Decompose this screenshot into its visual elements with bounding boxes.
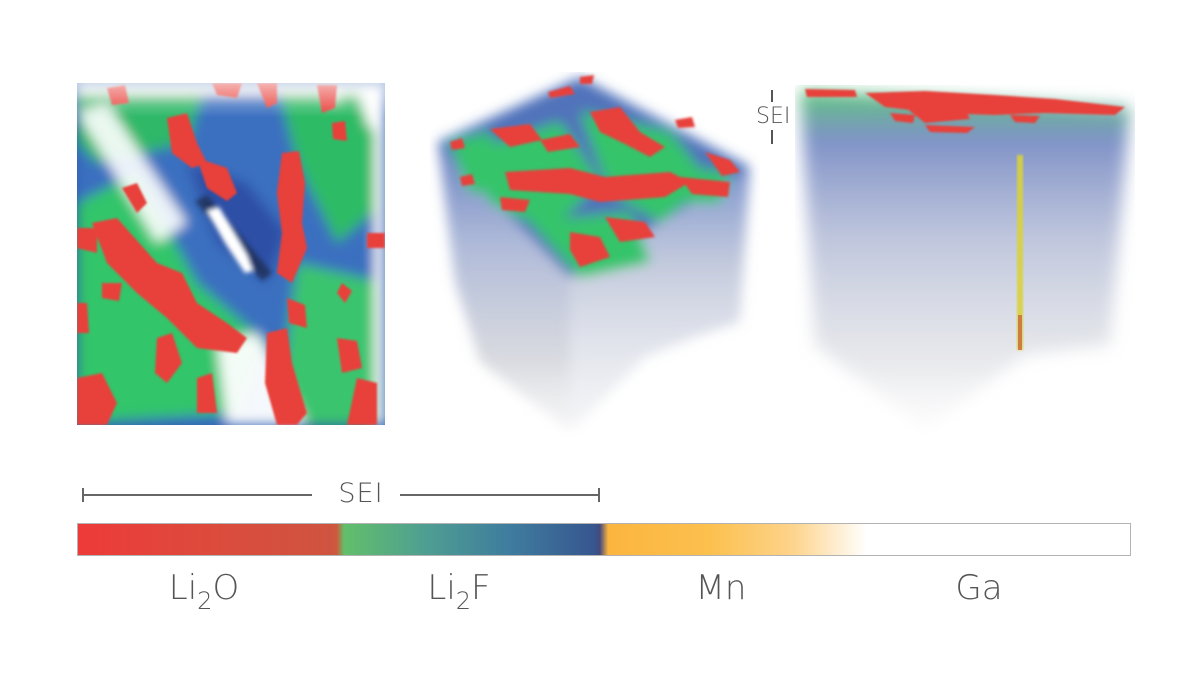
- legend-label-mn: Mn: [641, 568, 801, 608]
- bracket-right-tick: [598, 488, 600, 502]
- mn-dendrite-column: [1017, 155, 1023, 350]
- isometric-view-panel: [430, 72, 760, 437]
- sei-bracket-label: SEI: [338, 478, 384, 509]
- li2o-tail: O: [212, 568, 240, 608]
- li2o-main: Li: [168, 568, 198, 608]
- bracket-left-line: [82, 494, 312, 496]
- top-view-panel: [77, 83, 385, 425]
- isometric-view-image: [438, 75, 750, 432]
- top-view-image: [77, 83, 385, 425]
- sei-top-tick: [771, 90, 773, 102]
- li2f-main: Li: [427, 568, 456, 608]
- li2f-subscript: 2: [455, 587, 472, 615]
- li2f-tail: F: [471, 568, 491, 608]
- bracket-right-line: [400, 494, 600, 496]
- li2o-subscript: 2: [197, 587, 213, 615]
- legend-label-li2o: Li2O: [124, 568, 284, 615]
- mn-main: Mn: [695, 568, 747, 608]
- side-view-image: [800, 89, 1130, 430]
- side-view-panel: [795, 85, 1135, 435]
- ga-main: Ga: [955, 568, 1003, 608]
- sei-bracket: SEI: [82, 478, 600, 509]
- side-view-sei-annotation: SEI: [752, 88, 792, 148]
- composition-colorbar: [77, 523, 1131, 556]
- legend-label-li2f: Li2F: [379, 568, 539, 615]
- side-view-sei-label: SEI: [756, 104, 791, 129]
- legend-label-ga: Ga: [899, 568, 1059, 608]
- sei-bottom-tick: [771, 130, 773, 144]
